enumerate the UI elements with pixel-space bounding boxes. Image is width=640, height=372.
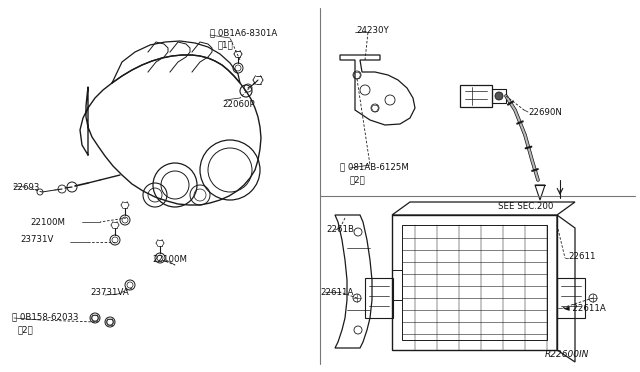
Text: R22600IN: R22600IN [545, 350, 589, 359]
Text: 22690N: 22690N [528, 108, 562, 117]
Text: 22693: 22693 [12, 183, 40, 192]
Text: Ⓑ 0B158-62033: Ⓑ 0B158-62033 [12, 312, 79, 321]
Text: 22611A: 22611A [320, 288, 353, 297]
Text: SEE SEC.200: SEE SEC.200 [498, 202, 554, 211]
Bar [460, 85, 492, 107]
Text: （1）: （1） [218, 40, 234, 49]
Text: 22100M: 22100M [30, 218, 65, 227]
Text: 22100M: 22100M [152, 255, 187, 264]
Bar [365, 278, 393, 318]
Text: 22611: 22611 [568, 252, 595, 261]
Text: 24230Y: 24230Y [356, 26, 388, 35]
Bar [492, 89, 506, 103]
Text: Ⓐ 081AB-6125M: Ⓐ 081AB-6125M [340, 162, 409, 171]
Text: 23731VA: 23731VA [90, 288, 129, 297]
Text: （2）: （2） [350, 175, 365, 184]
Text: ◄ 22611A: ◄ 22611A [563, 304, 605, 313]
Text: 22060P: 22060P [222, 100, 255, 109]
Text: 2261B: 2261B [326, 225, 354, 234]
Text: Ⓑ 0B1A6-8301A: Ⓑ 0B1A6-8301A [210, 28, 277, 37]
Text: （2）: （2） [18, 325, 34, 334]
Text: 23731V: 23731V [20, 235, 53, 244]
Circle shape [495, 92, 503, 100]
Bar [402, 225, 547, 340]
Bar [392, 270, 402, 300]
Bar [557, 278, 585, 318]
Bar [392, 215, 557, 350]
